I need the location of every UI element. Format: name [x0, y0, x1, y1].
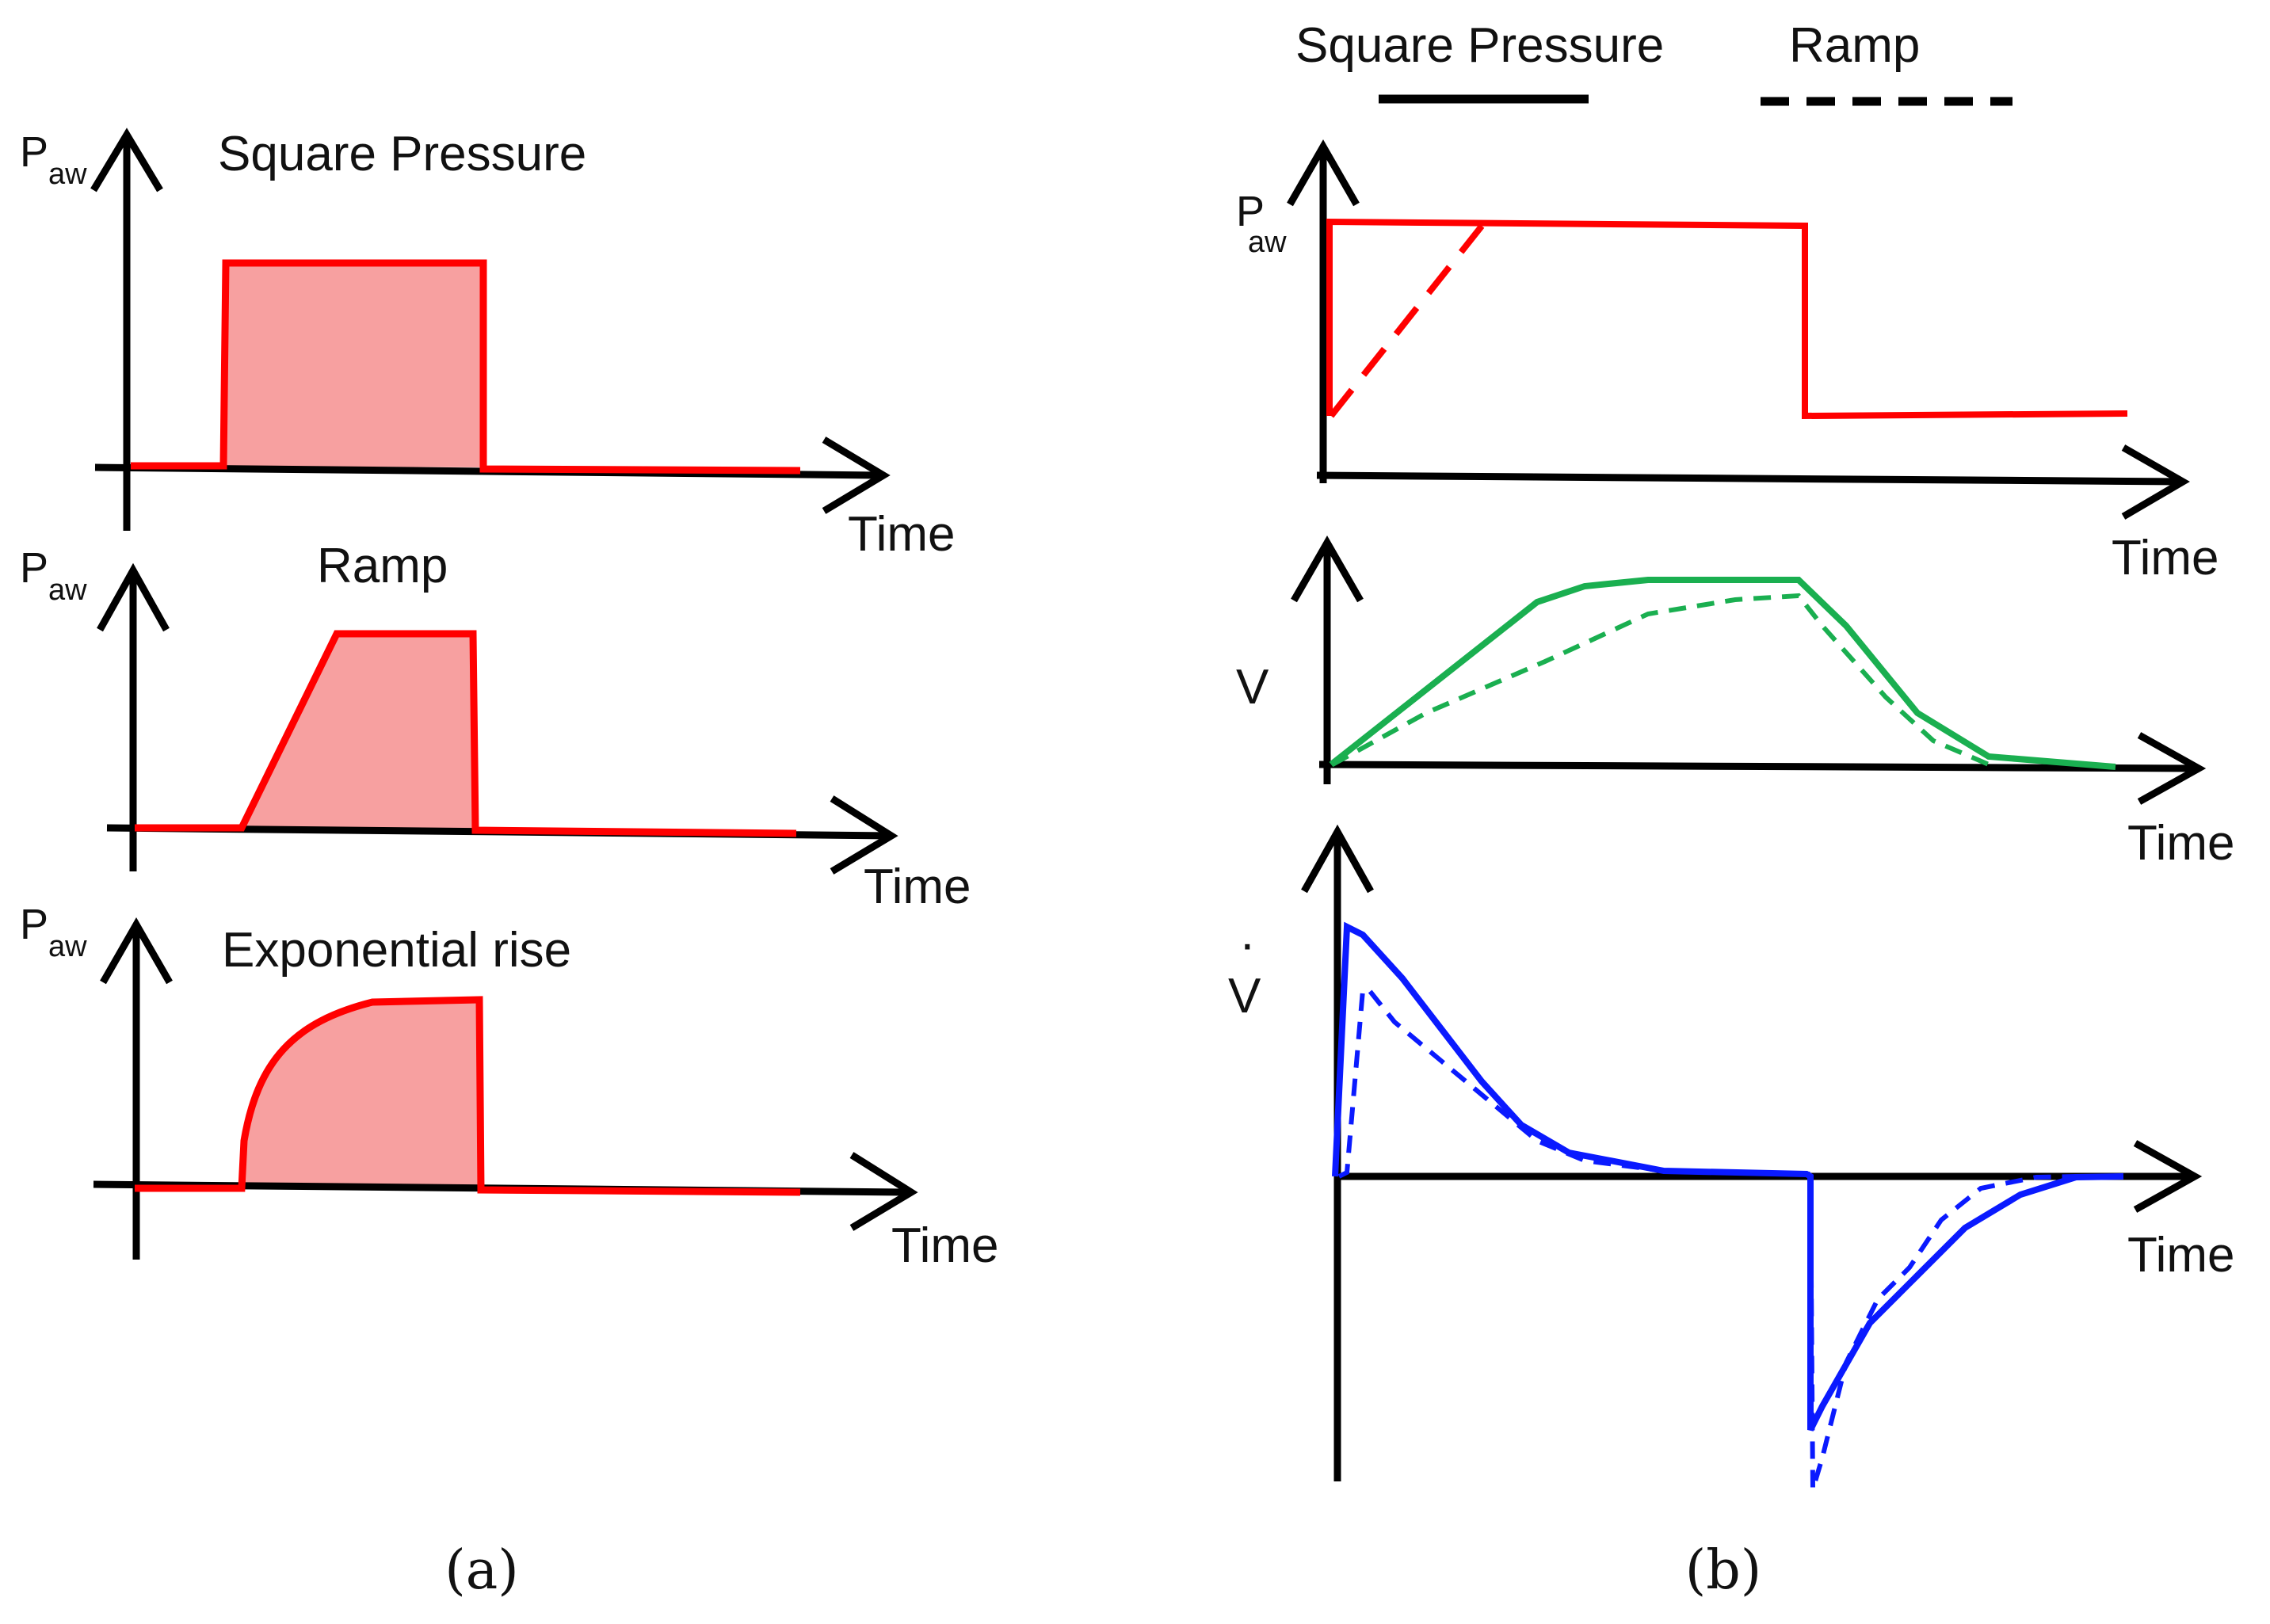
panel-a-exponential-plot: Paw Exponential rise Time: [20, 901, 998, 1273]
panel-label-a: (a): [444, 1539, 519, 1602]
y-axis-dot: ·: [1239, 917, 1256, 971]
y-axis-arrowhead: [100, 917, 173, 985]
x-axis-label: Time: [2127, 1228, 2234, 1283]
y-axis-label: Paw: [20, 544, 87, 607]
waveform-title: Exponential rise: [222, 923, 571, 978]
panel-a-ramp-plot: Paw Ramp Time: [20, 539, 971, 914]
x-axis: [1318, 761, 2199, 772]
pressure-square-curve: [1326, 218, 2128, 420]
exponential-pressure-curve: [135, 996, 801, 1196]
volume-plot: V Time: [1236, 535, 2234, 871]
x-axis-label: Time: [2127, 816, 2234, 871]
flow-ramp-curve: [1337, 988, 2077, 1490]
square-pressure-curve: [131, 259, 801, 475]
panel-a: Paw Square Pressure Time Paw Ramp Time P…: [20, 127, 998, 1602]
flow-plot: · V Time: [1228, 824, 2234, 1490]
volume-ramp-curve: [1331, 593, 1990, 767]
waveform-title: Ramp: [317, 539, 448, 593]
panel-label-b: (b): [1685, 1539, 1762, 1602]
square-area-fill: [223, 263, 483, 467]
y-axis-arrowhead: [90, 128, 163, 193]
y-axis-label: Paw: [20, 901, 87, 963]
legend-ramp-label: Ramp: [1789, 18, 1920, 73]
x-axis-arrowhead: [2121, 444, 2190, 520]
x-axis: [1316, 471, 2184, 486]
legend: Square Pressure Ramp: [1295, 18, 2012, 106]
y-axis-arrowhead: [1291, 535, 1364, 603]
x-axis-label: Time: [864, 860, 971, 914]
x-axis-arrowhead: [849, 1152, 918, 1231]
panel-a-square-plot: Paw Square Pressure Time: [20, 127, 955, 562]
y-axis-arrowhead: [1301, 824, 1374, 894]
y-axis-label: V: [1236, 660, 1269, 715]
x-axis-label: Time: [891, 1218, 998, 1273]
waveform-title: Square Pressure: [218, 127, 586, 181]
x-axis-arrowhead: [830, 795, 898, 875]
x-axis-arrowhead: [2137, 732, 2207, 805]
y-axis-arrowhead: [1287, 139, 1360, 207]
exponential-area-fill: [242, 1000, 479, 1190]
x-axis-label: Time: [848, 507, 955, 562]
x-axis-arrowhead: [822, 436, 891, 514]
legend-square-label: Square Pressure: [1295, 18, 1664, 73]
y-axis-label: Paw: [20, 128, 87, 191]
x-axis-arrowhead: [2133, 1140, 2203, 1213]
pressure-ramp-curve: [1328, 222, 1486, 418]
x-axis-label: Time: [2112, 531, 2218, 585]
volume-square-curve: [1329, 577, 2116, 770]
ramp-area-fill: [242, 634, 473, 830]
ramp-pressure-curve: [135, 630, 797, 837]
y-axis-arrowhead: [97, 562, 170, 632]
y-axis-label: V: [1228, 969, 1261, 1024]
